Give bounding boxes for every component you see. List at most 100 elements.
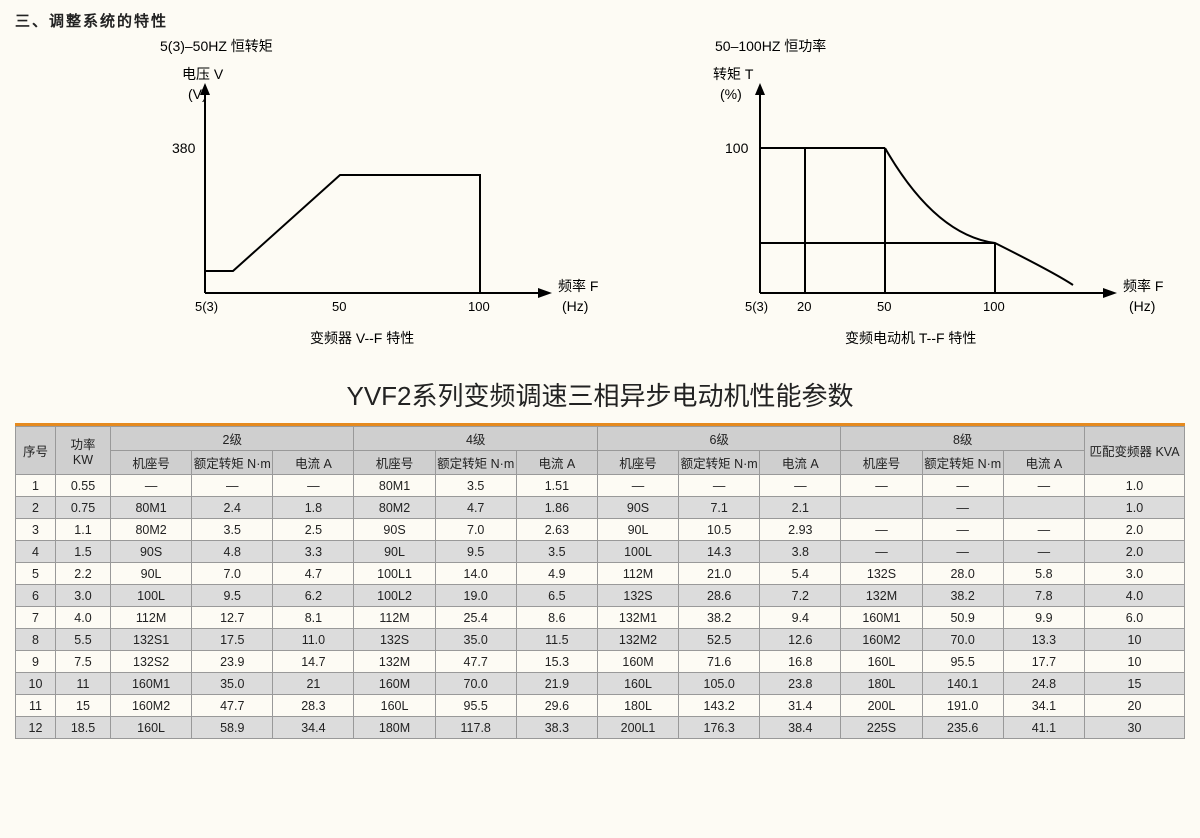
table-cell: 1.0 <box>1085 497 1185 519</box>
table-cell: 2.2 <box>56 563 111 585</box>
table-cell: 117.8 <box>435 717 516 739</box>
table-cell: 11 <box>56 673 111 695</box>
table-cell: — <box>679 475 760 497</box>
table-cell: 95.5 <box>922 651 1003 673</box>
table-cell: 2 <box>16 497 56 519</box>
th-kw: 功率 KW <box>56 427 111 475</box>
table-cell: 4.7 <box>273 563 354 585</box>
table-cell: 112M <box>111 607 192 629</box>
table-cell: 18.5 <box>56 717 111 739</box>
table-cell: 80M1 <box>354 475 435 497</box>
th-g4: 4级 <box>354 427 597 451</box>
th-g4-current: 电流 A <box>516 451 597 475</box>
table-cell: 71.6 <box>679 651 760 673</box>
th-g6-torque: 额定转矩 N·m <box>679 451 760 475</box>
chart-vf-xtick-2: 100 <box>468 299 490 314</box>
table-cell: 12.7 <box>192 607 273 629</box>
table-row: 1115160M247.728.3160L95.529.6180L143.231… <box>16 695 1185 717</box>
table-cell: 6.5 <box>516 585 597 607</box>
table-cell: 0.55 <box>56 475 111 497</box>
table-cell: 3.5 <box>192 519 273 541</box>
table-cell: 28.0 <box>922 563 1003 585</box>
table-cell: 200L1 <box>597 717 678 739</box>
chart-tf-grid <box>760 148 995 293</box>
table-cell: 19.0 <box>435 585 516 607</box>
table-cell: 21.0 <box>679 563 760 585</box>
table-row: 74.0112M12.78.1112M25.48.6132M138.29.416… <box>16 607 1185 629</box>
table-cell: 5.5 <box>56 629 111 651</box>
chart-tf-xunit: (Hz) <box>1129 298 1155 314</box>
table-cell: 8.1 <box>273 607 354 629</box>
table-cell: 132S1 <box>111 629 192 651</box>
table-cell: — <box>922 541 1003 563</box>
table-cell: — <box>841 475 922 497</box>
table-cell: 9.5 <box>192 585 273 607</box>
table-cell: 176.3 <box>679 717 760 739</box>
table-cell: 11.5 <box>516 629 597 651</box>
table-cell: 38.2 <box>922 585 1003 607</box>
table-cell: 23.8 <box>760 673 841 695</box>
table-cell: 100L1 <box>354 563 435 585</box>
table-cell: 3 <box>16 519 56 541</box>
table-cell: 160M1 <box>111 673 192 695</box>
table-cell: 132S <box>597 585 678 607</box>
table-cell: 90L <box>111 563 192 585</box>
table-cell: 24.8 <box>1003 673 1084 695</box>
th-g4-frame: 机座号 <box>354 451 435 475</box>
th-kw-top: 功率 <box>70 438 95 452</box>
table-cell: 3.5 <box>435 475 516 497</box>
table-row: 1218.5160L58.934.4180M117.838.3200L1176.… <box>16 717 1185 739</box>
th-g2-current: 电流 A <box>273 451 354 475</box>
spec-table: 序号 功率 KW 2级 4级 6级 8级 匹配变频器 KVA 机座号 额定转矩 … <box>15 426 1185 739</box>
table-cell: 2.93 <box>760 519 841 541</box>
chart-vf-ylabel: 电压 V <box>182 66 224 82</box>
table-cell: 3.8 <box>760 541 841 563</box>
table-cell: 1.1 <box>56 519 111 541</box>
table-cell: — <box>922 497 1003 519</box>
table-cell: 200L <box>841 695 922 717</box>
table-cell: 8 <box>16 629 56 651</box>
table-cell: 2.0 <box>1085 541 1185 563</box>
th-g8-current: 电流 A <box>1003 451 1084 475</box>
table-cell: 12.6 <box>760 629 841 651</box>
table-cell: 12 <box>16 717 56 739</box>
table-cell: 6.2 <box>273 585 354 607</box>
chart-tf-xtick-3: 100 <box>983 299 1005 314</box>
table-cell: 35.0 <box>435 629 516 651</box>
table-cell: 9 <box>16 651 56 673</box>
table-cell: 58.9 <box>192 717 273 739</box>
table-row: 85.5132S117.511.0132S35.011.5132M252.512… <box>16 629 1185 651</box>
th-seq: 序号 <box>16 427 56 475</box>
table-cell: 143.2 <box>679 695 760 717</box>
table-cell: — <box>1003 541 1084 563</box>
table-cell: 9.5 <box>435 541 516 563</box>
table-cell: 14.3 <box>679 541 760 563</box>
table-cell: — <box>841 519 922 541</box>
table-cell: 132S2 <box>111 651 192 673</box>
table-cell: 180L <box>597 695 678 717</box>
table-cell: 3.3 <box>273 541 354 563</box>
table-cell: 3.0 <box>1085 563 1185 585</box>
table-cell: 95.5 <box>435 695 516 717</box>
table-cell: 20 <box>1085 695 1185 717</box>
table-cell: 17.5 <box>192 629 273 651</box>
table-cell: 23.9 <box>192 651 273 673</box>
table-cell: 1.5 <box>56 541 111 563</box>
table-cell: 191.0 <box>922 695 1003 717</box>
table-cell: 100L <box>597 541 678 563</box>
table-row: 1011160M135.021160M70.021.9160L105.023.8… <box>16 673 1185 695</box>
table-cell: 235.6 <box>922 717 1003 739</box>
table-cell: 160M <box>597 651 678 673</box>
table-cell: 1.51 <box>516 475 597 497</box>
table-cell: 11.0 <box>273 629 354 651</box>
table-cell: 1.86 <box>516 497 597 519</box>
arrow-right-icon <box>538 288 552 298</box>
table-cell: 13.3 <box>1003 629 1084 651</box>
table-cell: 160M <box>354 673 435 695</box>
chart-vf-xtick-1: 50 <box>332 299 346 314</box>
th-g2-frame: 机座号 <box>111 451 192 475</box>
table-cell: 10 <box>16 673 56 695</box>
table-cell: 17.7 <box>1003 651 1084 673</box>
th-g2-torque: 额定转矩 N·m <box>192 451 273 475</box>
table-row: 10.55———80M13.51.51——————1.0 <box>16 475 1185 497</box>
